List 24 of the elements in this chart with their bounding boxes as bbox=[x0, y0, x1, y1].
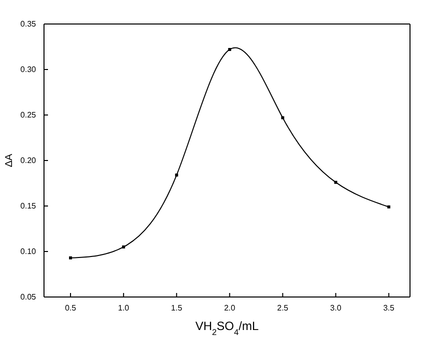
y-tick-label: 0.20 bbox=[20, 156, 37, 166]
y-tick-label: 0.30 bbox=[20, 65, 37, 74]
line-series bbox=[69, 47, 390, 260]
point bbox=[175, 174, 178, 177]
y-axis-title: ΔA bbox=[4, 154, 15, 168]
point bbox=[281, 116, 284, 120]
point bbox=[334, 180, 338, 184]
y-tick-label: 0.10 bbox=[20, 247, 37, 256]
x-tick-label: 2.5 bbox=[277, 304, 289, 313]
x-axis-title: VH$_{2}$SO$_{4}$/mL bbox=[195, 319, 259, 337]
x-tick-label: 3.5 bbox=[383, 304, 395, 313]
x-tick-label: 0.5 bbox=[64, 304, 77, 313]
y-tick-label: 0.35 bbox=[20, 20, 37, 29]
x-tick-label: 2.0 bbox=[224, 304, 236, 313]
point bbox=[69, 256, 72, 260]
point bbox=[122, 245, 126, 248]
point bbox=[387, 205, 390, 208]
y-tick-label: 0.15 bbox=[20, 202, 37, 211]
x-tick-label: 1.5 bbox=[171, 304, 183, 313]
y-tick-label: 0.25 bbox=[20, 110, 37, 120]
y-tick-label: 0.05 bbox=[20, 292, 37, 302]
point bbox=[228, 48, 232, 51]
x-tick-label: 3.0 bbox=[330, 304, 342, 313]
x-tick-label: 1.0 bbox=[118, 304, 130, 313]
